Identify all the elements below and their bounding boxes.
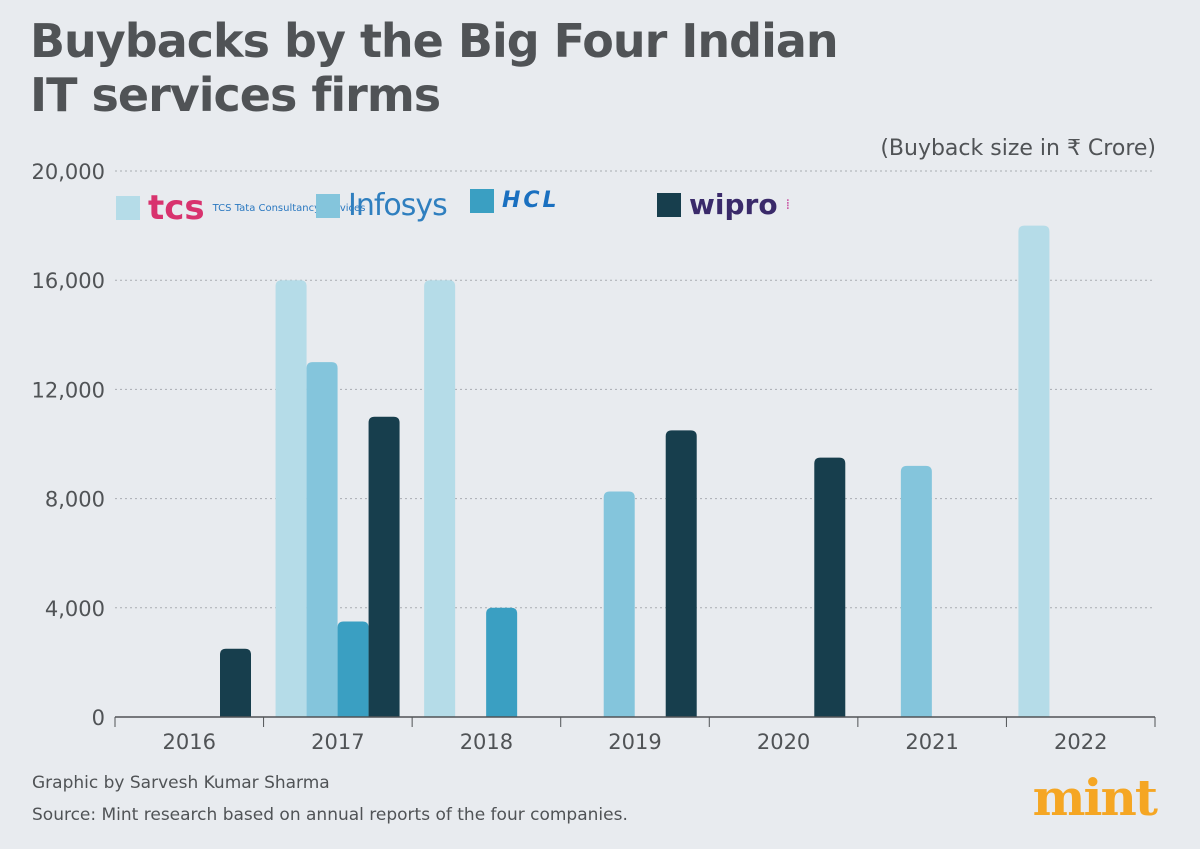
legend-label: HCL (502, 188, 560, 213)
x-tick-label: 2020 (757, 730, 810, 754)
bar-wipro-2020 (814, 457, 846, 717)
mint-logo: mint (1032, 768, 1158, 827)
legend-hcl: HCL (470, 188, 560, 213)
y-tick-label: 16,000 (32, 269, 105, 293)
unit-note: (Buyback size in ₹ Crore) (880, 136, 1156, 161)
legend-tcs: tcs TCS Tata Consultancy Services (116, 188, 365, 228)
legend-swatch (657, 192, 681, 217)
x-tick-label: 2017 (311, 730, 364, 754)
legend-label: wipro (689, 188, 778, 221)
source: Source: Mint research based on annual re… (32, 805, 628, 825)
x-tick-label: 2021 (905, 730, 958, 754)
bar-tcs-2018 (424, 280, 456, 717)
x-tick-label: 2019 (608, 730, 661, 754)
chart-title: Buybacks by the Big Four Indian IT servi… (30, 14, 839, 122)
bar-hcl-2018 (486, 607, 518, 717)
legend-wipro: wipro ⁞ (657, 188, 790, 221)
legend-swatch (470, 188, 494, 213)
y-tick-label: 0 (92, 706, 105, 730)
legend-swatch (116, 196, 140, 220)
legend-infosys: Infosys (316, 188, 448, 223)
bar-hcl-2017 (337, 621, 369, 717)
x-tick-label: 2016 (163, 730, 216, 754)
legend-label: Infosys (348, 188, 448, 223)
bar-wipro-2017 (368, 416, 400, 717)
bar-infosys-2021 (900, 465, 932, 717)
bar-wipro-2019 (665, 430, 697, 717)
y-tick-label: 12,000 (32, 378, 105, 402)
bar-wipro-2016 (220, 648, 251, 717)
legend-swatch (316, 193, 340, 218)
bar-tcs-2017 (275, 280, 307, 717)
credit: Graphic by Sarvesh Kumar Sharma (32, 773, 330, 793)
y-tick-label: 20,000 (32, 160, 105, 184)
wipro-dots-icon: ⁞ (785, 196, 791, 213)
y-tick-label: 4,000 (45, 597, 105, 621)
bar-infosys-2017 (306, 362, 338, 717)
bar-infosys-2019 (603, 491, 635, 717)
bar-tcs-2022 (1018, 225, 1050, 717)
legend-label: TCS Tata Consultancy Services (212, 202, 366, 214)
tcs-logo: tcs (148, 188, 205, 228)
x-tick-label: 2022 (1054, 730, 1107, 754)
y-tick-label: 8,000 (45, 488, 105, 512)
x-tick-label: 2018 (460, 730, 513, 754)
